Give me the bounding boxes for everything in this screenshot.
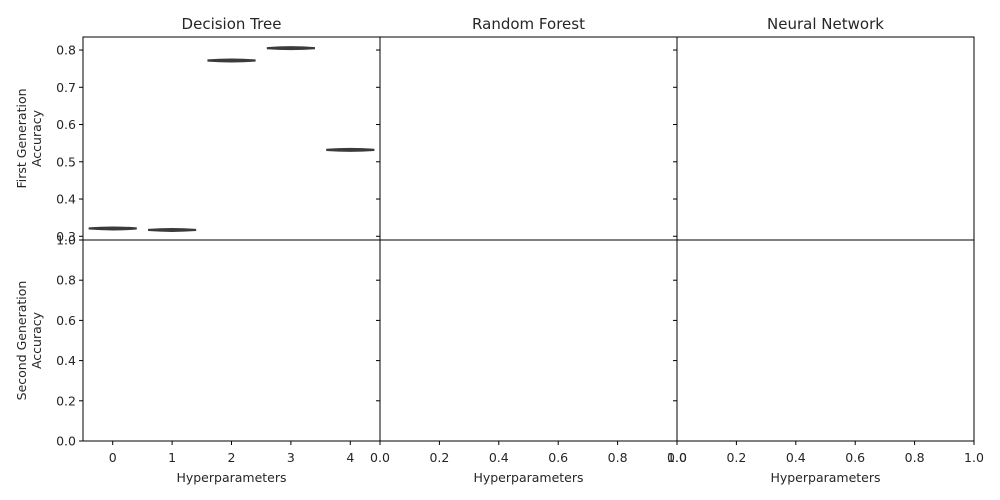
y-tick-label: 0.8 (56, 43, 76, 58)
y-tick-label: 1.0 (56, 233, 76, 248)
violin-mark (88, 226, 137, 231)
y-axis-label-row-1: Second Generation Accuracy (14, 281, 44, 401)
y-tick-label: 0.6 (56, 313, 76, 328)
x-tick-label: 2 (228, 450, 236, 465)
violin-mark (148, 227, 197, 232)
x-tick-label: 0.2 (429, 450, 449, 465)
violin-mark (266, 46, 315, 51)
y-axis-label: Accuracy (29, 311, 44, 369)
y-axis-label: Accuracy (29, 109, 44, 167)
panel-0-2: Neural Network (673, 15, 975, 241)
y-axis-label: Second Generation (14, 281, 29, 401)
y-tick-label: 0.6 (56, 117, 76, 132)
x-tick-label: 0.0 (667, 450, 687, 465)
y-tick-label: 0.3 (56, 229, 76, 244)
x-tick-label: 0.2 (726, 450, 746, 465)
x-axis-label: Hyperparameters (770, 470, 880, 485)
panel-1-0: 0.0 0.2 0.4 0.6 0.8 1.0 0 1 2 3 4 Hyperparameters (56, 233, 381, 485)
y-tick-label: 0.8 (56, 273, 76, 288)
y-tick-label: 0.7 (56, 80, 76, 95)
x-tick-label: 0.6 (548, 450, 568, 465)
y-tick-label: 0.0 (56, 434, 76, 449)
y-tick-label: 0.4 (56, 192, 76, 207)
y-tick-label: 0.2 (56, 393, 76, 408)
x-tick-label: 0.4 (786, 450, 806, 465)
panel-title: Decision Tree (182, 15, 282, 33)
x-tick-label: 0.8 (905, 450, 925, 465)
x-tick-label: 4 (346, 450, 354, 465)
panel-title: Random Forest (472, 15, 585, 33)
x-tick-label: 0.4 (489, 450, 509, 465)
axes-frame (676, 239, 975, 442)
x-tick-label: 0.8 (608, 450, 628, 465)
y-tick-label: 0.4 (56, 353, 76, 368)
y-axis-label-row-0: First Generation Accuracy (14, 88, 44, 188)
x-axis-label: Hyperparameters (473, 470, 583, 485)
panel-0-0: 0.3 0.4 0.5 0.6 0.7 0.8 Decision Tree (56, 15, 381, 244)
x-tick-label: 0 (109, 450, 117, 465)
x-tick-label: 3 (287, 450, 295, 465)
x-axis-label: Hyperparameters (176, 470, 286, 485)
y-tick-label: 0.5 (56, 154, 76, 169)
violin-mark (326, 147, 375, 152)
x-tick-label: 0.0 (370, 450, 390, 465)
panel-1-2: 0.0 0.2 0.4 0.6 0.8 1.0 Hyperparameters (667, 239, 984, 485)
x-tick-label: 1 (168, 450, 176, 465)
y-axis-label: First Generation (14, 88, 29, 188)
violin-mark (207, 58, 256, 63)
x-tick-label: 1.0 (667, 450, 687, 465)
panel-title: Neural Network (767, 15, 884, 33)
x-tick-label: 1.0 (964, 450, 984, 465)
x-tick-label: 0.6 (845, 450, 865, 465)
